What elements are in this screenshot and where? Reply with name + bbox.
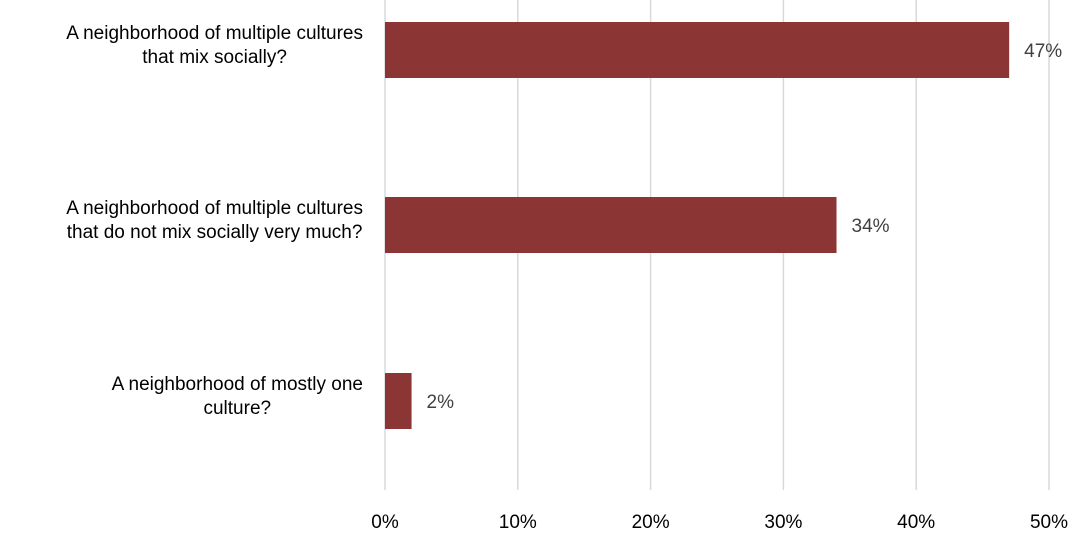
- bar: [385, 22, 1010, 78]
- x-tick-label: 10%: [499, 512, 537, 533]
- category-labels: A neighborhood of multiple cultures that …: [66, 23, 363, 419]
- category-label: A neighborhood of multiple cultures: [66, 198, 363, 219]
- x-tick-label: 0%: [371, 512, 399, 533]
- x-axis-tick-labels: 0% 10% 20% 30% 40% 50%: [371, 512, 1068, 533]
- x-tick-label: 40%: [897, 512, 935, 533]
- data-label: 2%: [427, 392, 455, 413]
- bars: [385, 22, 1010, 429]
- data-label: 47%: [1024, 41, 1062, 62]
- data-label: 34%: [852, 216, 890, 237]
- x-tick-label: 30%: [764, 512, 802, 533]
- category-label: culture?: [203, 398, 271, 419]
- data-labels: 47% 34% 2%: [427, 41, 1063, 413]
- bar: [385, 197, 837, 253]
- category-label: that do not mix socially very much?: [67, 222, 363, 243]
- bar: [385, 373, 412, 429]
- x-tick-label: 50%: [1030, 512, 1068, 533]
- category-label: A neighborhood of multiple cultures: [66, 23, 363, 44]
- x-tick-label: 20%: [632, 512, 670, 533]
- category-label: that mix socially?: [142, 47, 287, 68]
- category-label: A neighborhood of mostly one: [112, 374, 363, 395]
